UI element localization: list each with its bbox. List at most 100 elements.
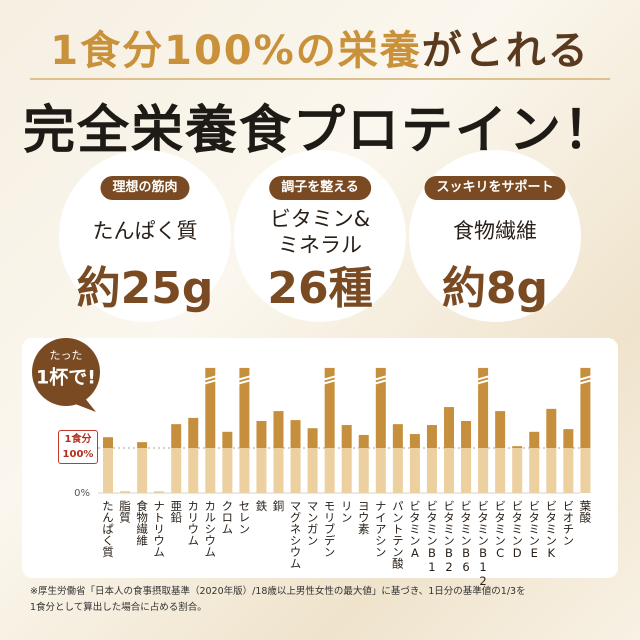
bar [444,448,454,493]
x-tick-label: 銅 [272,499,286,511]
bar [409,434,420,448]
bar [444,407,454,448]
bar [239,448,250,493]
bar [392,448,403,493]
x-tick-label: カルシウム [203,500,217,558]
headline-line1: 1食分100%の栄養がとれる [0,18,640,76]
x-tick-label: 鉄 [254,499,268,511]
x-tick-label: クロム [220,500,234,535]
bar [239,367,250,448]
bar [290,420,301,448]
x-tick-label: ナイアシン [374,500,388,558]
bar [512,446,523,448]
x-tick-label: たんぱく質 [101,500,115,558]
axis-break [373,374,389,385]
feature-amount: 約8g [441,263,549,314]
x-tick-label: ヨウ素 [357,500,371,535]
bar [495,448,506,493]
x-tick-label: ナトリウム [152,500,166,558]
axis-break [475,374,491,385]
footnote-line: ※厚生労働省「日本人の食事摂取基準（2020年版）/18歳以上男性女性の最大値」… [30,586,526,597]
bar [580,367,591,448]
axis-break [237,374,252,385]
bar [546,448,557,493]
bar [222,431,233,448]
bar [358,448,369,493]
bar [563,429,574,448]
bar [529,448,540,493]
x-tick-label: 食物繊維 [135,499,149,546]
x-tick-label: ビタミンE [527,500,541,560]
bar [290,448,301,493]
bar [324,367,335,448]
bar [341,448,352,493]
bar [478,367,489,448]
bar [171,424,182,448]
feature-amount: 約25g [76,263,214,314]
bar [154,491,165,493]
bar [103,448,113,493]
bar [478,448,489,493]
bar [426,448,437,493]
x-tick-label: ビタミンD [510,500,524,560]
y-tick-label: 1食分 100% [58,430,98,464]
bar [137,448,148,493]
bar [461,421,472,448]
feature-tag: 理想の筋肉 [100,176,190,200]
axis-break [203,374,218,385]
headline-part1: 1食分100%の栄養 [50,28,422,74]
x-tick-label: ビタミンB1 [425,500,439,574]
feature-tag: 調子を整える [269,176,371,200]
x-tick-label: ビタミンA [408,500,422,560]
bar [273,448,284,493]
x-tick-label: パントテン酸 [391,500,405,570]
bar [341,425,352,448]
x-tick-label: 葉酸 [578,500,592,524]
headline-rule [30,78,610,80]
feature-name: 食物繊維 [453,219,537,243]
bar [392,424,403,448]
bar [580,448,591,493]
bar [188,417,199,448]
bar [495,411,506,448]
bar [205,448,216,493]
feature-name: たんぱく質 [92,219,198,243]
axis-break [322,374,337,385]
x-tick-label: ビタミンB12 [476,500,490,588]
bar [273,411,284,448]
x-tick-label: モリブデン [323,500,337,558]
footnote-line: 1食分として算出した場合に占める割合。 [30,602,207,613]
x-tick-label: ビタミンB6 [459,500,473,574]
bar [324,448,335,493]
bar [358,434,369,448]
bar [529,431,540,448]
bar [512,448,523,493]
bar [171,448,182,493]
headline-part2: がとれる [421,28,590,74]
footnote: ※厚生労働省「日本人の食事摂取基準（2020年版）/18歳以上男性女性の最大値」… [30,584,526,616]
bar [461,448,472,493]
x-tick-label: リン [340,500,354,523]
bar [137,442,148,448]
badge-line1: たった [50,349,83,362]
bar [307,428,318,448]
feature-amount: 26種 [267,263,373,314]
x-tick-label: マグネシウム [289,500,303,569]
bar [103,437,113,448]
bar [256,421,267,448]
x-tick-label: ビタミンC [493,500,507,560]
axis-break [578,374,593,385]
x-tick-label: 亜鉛 [169,500,183,523]
x-tick-label: カリウム [186,500,200,546]
x-tick-label: ビタミンK [544,500,558,560]
x-tick-label: 脂質 [118,499,132,524]
badge [32,338,100,406]
bar [375,367,386,448]
bar [426,425,437,448]
bar [222,448,233,493]
bar [256,448,267,493]
bar [307,448,318,493]
bar [546,408,557,448]
